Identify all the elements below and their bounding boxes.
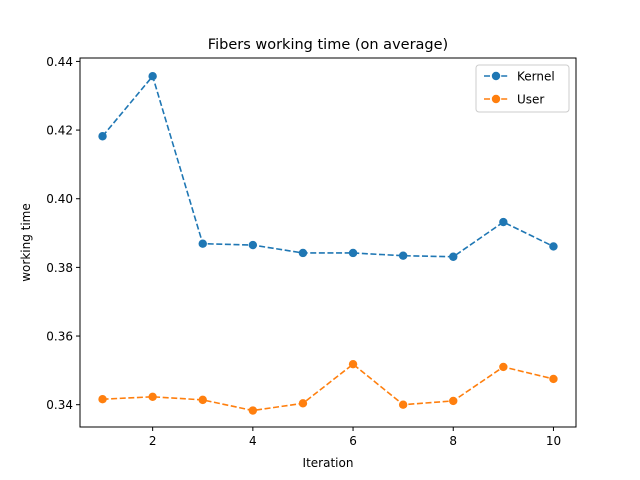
data-point-user	[348, 359, 358, 369]
legend-marker-kernel	[491, 71, 501, 81]
series-line-user	[102, 363, 554, 412]
legend: Kernel User	[475, 64, 570, 113]
y-tick-label: 0.34	[46, 398, 73, 412]
data-point-user	[198, 395, 207, 405]
data-point-user	[98, 394, 107, 404]
data-point-user	[449, 396, 458, 406]
y-tick-label: 0.44	[46, 55, 73, 69]
x-axis-label: Iteration	[303, 456, 354, 470]
data-point-kernel	[198, 239, 207, 248]
data-point-kernel	[348, 248, 358, 258]
data-point-kernel	[148, 71, 157, 81]
x-tick-label: 6	[349, 434, 357, 448]
data-point-kernel	[449, 252, 458, 261]
data-point-user	[398, 400, 408, 409]
chart-title: Fibers working time (on average)	[208, 37, 448, 53]
data-point-kernel	[499, 217, 508, 227]
y-tick-label: 0.42	[46, 124, 73, 138]
y-tick-label: 0.36	[46, 330, 73, 344]
legend-label-kernel: Kernel	[517, 70, 555, 84]
y-axis-label: working time	[19, 203, 33, 282]
y-tick-label: 0.40	[46, 192, 73, 206]
data-point-user	[148, 392, 157, 401]
data-point-user	[248, 406, 258, 415]
legend-marker-user	[491, 94, 501, 104]
data-point-user	[499, 362, 508, 372]
series-line-kernel	[101, 74, 554, 258]
y-tick-label: 0.38	[46, 261, 73, 275]
x-tick-label: 4	[249, 434, 257, 448]
x-tick-label: 8	[449, 434, 457, 448]
data-point-kernel	[398, 251, 408, 260]
data-point-kernel	[248, 240, 258, 250]
data-point-user	[549, 374, 558, 384]
x-tick-label: 2	[149, 434, 157, 448]
data-point-user	[298, 399, 308, 408]
data-point-kernel	[549, 242, 558, 251]
data-point-kernel	[98, 132, 107, 141]
data-point-kernel	[298, 248, 308, 258]
x-tick-label: 10	[546, 434, 561, 448]
plot-area	[79, 57, 577, 428]
legend-label-user: User	[517, 93, 544, 107]
